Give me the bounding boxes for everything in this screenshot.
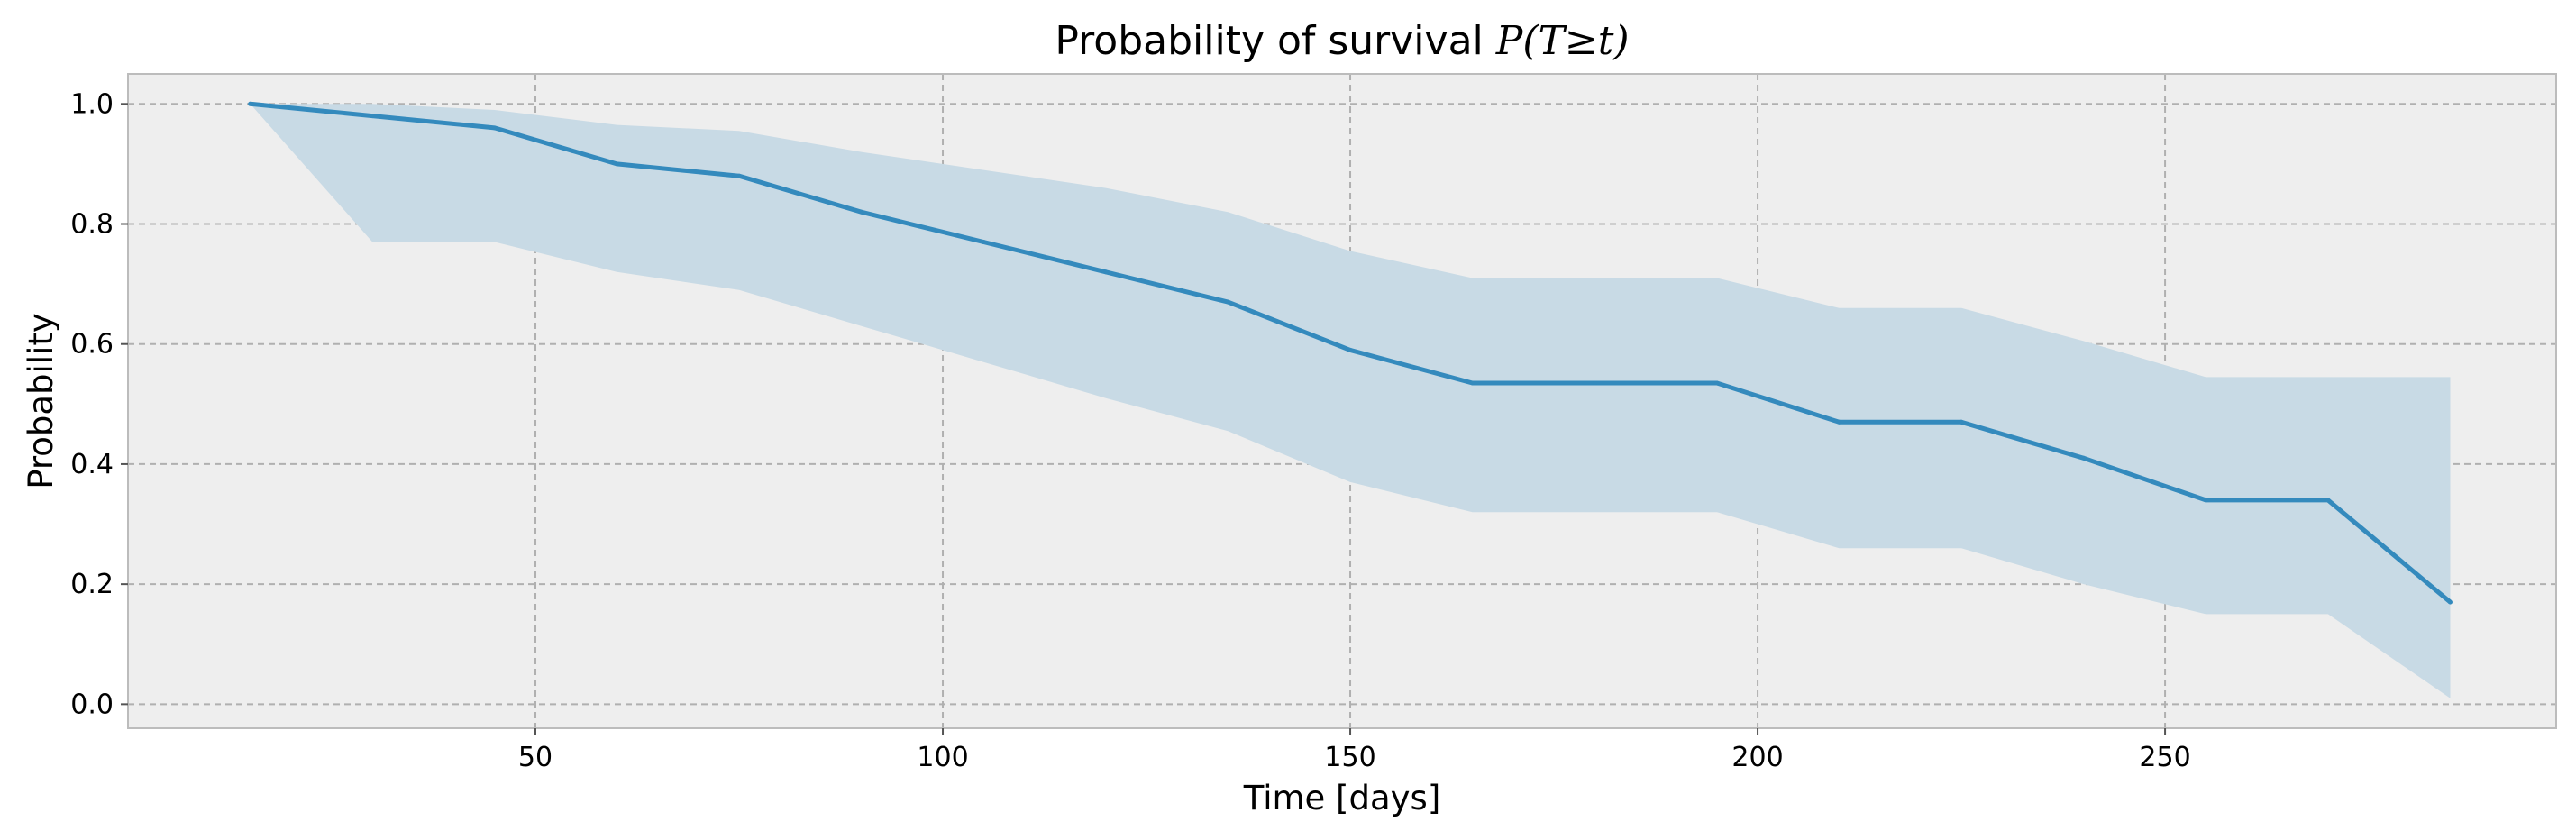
y-tick-label: 0.4 (70, 449, 114, 480)
data-point (859, 209, 864, 215)
y-tick-label: 0.0 (70, 689, 114, 720)
data-point (1470, 380, 1475, 386)
data-point (248, 101, 253, 106)
y-tick-label: 0.8 (70, 209, 114, 241)
chart-title-prefix: Probability of survival (1055, 18, 1495, 64)
data-points (248, 101, 2453, 605)
y-axis-label: Probability (22, 313, 60, 489)
data-point (1592, 380, 1597, 386)
data-point (1959, 419, 1964, 425)
ticks: 50 100 150 200 250 0.0 0.2 0.4 0.6 0.8 1.0 (70, 88, 2190, 773)
data-point (981, 239, 986, 244)
data-point (492, 125, 498, 131)
data-point (614, 161, 619, 167)
data-point (370, 114, 375, 119)
data-point (2203, 498, 2208, 503)
data-point (1103, 269, 1109, 275)
data-point (1836, 419, 1841, 425)
x-tick-label: 100 (917, 742, 968, 773)
data-point (2325, 498, 2331, 503)
data-point (1714, 380, 1720, 386)
x-tick-label: 150 (1324, 742, 1375, 773)
y-tick-label: 1.0 (70, 88, 114, 120)
x-tick-label: 200 (1731, 742, 1783, 773)
data-point (2081, 455, 2087, 461)
data-point (1347, 347, 1353, 352)
y-tick-label: 0.6 (70, 329, 114, 361)
data-point (1225, 299, 1230, 305)
y-tick-label: 0.2 (70, 569, 114, 600)
data-point (736, 173, 742, 178)
plot-border (127, 73, 2557, 729)
chart-title-math: P(T≥t) (1495, 18, 1630, 64)
x-tick-label: 50 (518, 742, 553, 773)
x-axis-label: Time [days] (1243, 779, 1441, 817)
data-point (2447, 599, 2453, 605)
x-tick-label: 250 (2139, 742, 2190, 773)
confidence-band (250, 104, 2451, 698)
chart-title: Probability of survival P(T≥t) (1055, 18, 1629, 64)
